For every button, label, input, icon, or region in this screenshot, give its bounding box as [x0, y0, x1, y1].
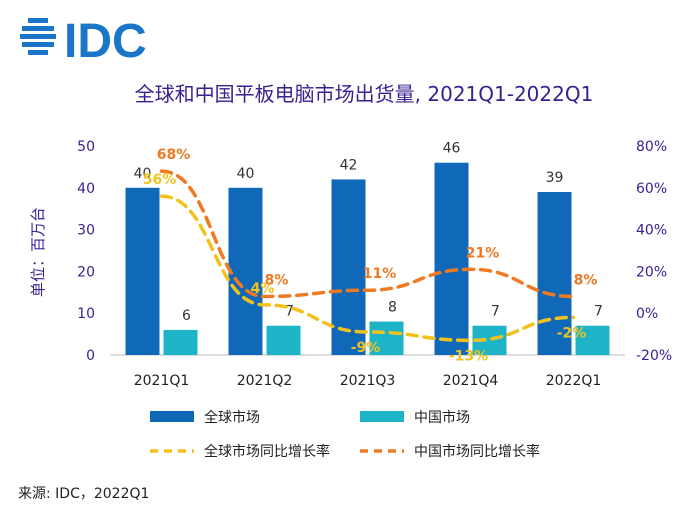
china-market-bar [163, 329, 198, 355]
x-tick-label: 2021Q1 [134, 373, 190, 389]
y-left-tick-label: 0 [86, 348, 95, 364]
y-axis-left: 0 10 20 30 40 50 [77, 139, 95, 364]
y-axis-right: -20% 0% 20% 40% 60% 80% [636, 139, 672, 364]
chart-title: 全球和中国平板电脑市场出货量, 2021Q1-2022Q1 [135, 82, 594, 106]
china-growth-value-label: 11% [363, 266, 397, 282]
y-right-tick-label: 0% [636, 306, 658, 322]
china-growth-value-label: 8% [265, 272, 289, 288]
china-market-bar [266, 325, 301, 355]
y-left-tick-label: 30 [77, 223, 95, 239]
global-bar-value-label: 40 [237, 166, 255, 182]
china-bar-value-label: 7 [491, 304, 500, 320]
global-market-bar [331, 179, 366, 355]
global-bar-value-label: 46 [443, 141, 461, 157]
y-right-tick-label: -20% [636, 348, 672, 364]
x-tick-label: 2021Q3 [340, 373, 396, 389]
source-note: 来源: IDC，2022Q1 [18, 486, 149, 502]
y-right-tick-label: 40% [636, 223, 667, 239]
china-growth-value-label: 8% [574, 272, 598, 288]
china-bar-value-label: 7 [594, 304, 603, 320]
y-left-tick-label: 10 [77, 306, 95, 322]
china-growth-value-label: 68% [157, 147, 191, 163]
global-growth-value-label: -13% [449, 348, 488, 364]
global-growth-value-label: -9% [351, 340, 381, 356]
y-right-tick-label: 80% [636, 139, 667, 155]
legend-label: 全球市场 [204, 409, 260, 426]
global-bar-value-label: 39 [546, 170, 564, 186]
china-growth-line [159, 169, 576, 299]
x-axis: 2021Q1 2021Q2 2021Q3 2021Q4 2022Q1 [134, 373, 602, 389]
legend-label: 全球市场同比增长率 [204, 443, 330, 460]
global-growth-value-label: -2% [557, 325, 587, 341]
x-tick-label: 2022Q1 [546, 373, 602, 389]
y-left-tick-label: 40 [77, 181, 95, 197]
global-growth-line [159, 194, 576, 343]
legend-label: 中国市场 [414, 409, 470, 426]
y-left-tick-label: 20 [77, 264, 95, 280]
china-bar-value-label: 8 [388, 300, 397, 316]
global-market-bar [228, 187, 263, 355]
bars-layer: 40 40 42 46 39 6 7 8 7 7 [125, 141, 610, 355]
y-right-tick-label: 60% [636, 181, 667, 197]
china-growth-value-label: 21% [466, 245, 500, 261]
global-market-bar [537, 191, 572, 355]
x-tick-label: 2021Q4 [443, 373, 499, 389]
y-right-tick-label: 20% [636, 264, 667, 280]
global-market-bar [434, 162, 469, 355]
idc-logo-text: IDC [64, 15, 147, 64]
china-market-bar [369, 321, 404, 355]
china-bar-value-label: 7 [285, 304, 294, 320]
global-bar-value-label: 42 [340, 157, 358, 173]
global-growth-value-label: 56% [143, 172, 177, 188]
china-bar-value-label: 6 [182, 308, 191, 324]
legend-swatch-bar [150, 411, 194, 422]
lines-layer: 56% 4% -9% -13% -2% 68% 8% 11% 21% 8% [143, 147, 598, 364]
idc-logo: IDC [20, 15, 147, 64]
y-left-tick-label: 50 [77, 139, 95, 155]
x-tick-label: 2021Q2 [237, 373, 293, 389]
y-axis-label: 单位：百万台 [29, 207, 47, 297]
legend-swatch-bar [360, 411, 404, 422]
global-growth-value-label: 4% [251, 281, 275, 297]
china-market-bar [575, 325, 610, 355]
legend-label: 中国市场同比增长率 [414, 443, 540, 460]
global-market-bar [125, 187, 160, 355]
idc-logo-globe-icon [20, 18, 56, 55]
global-bar-value-label: 40 [134, 166, 152, 182]
